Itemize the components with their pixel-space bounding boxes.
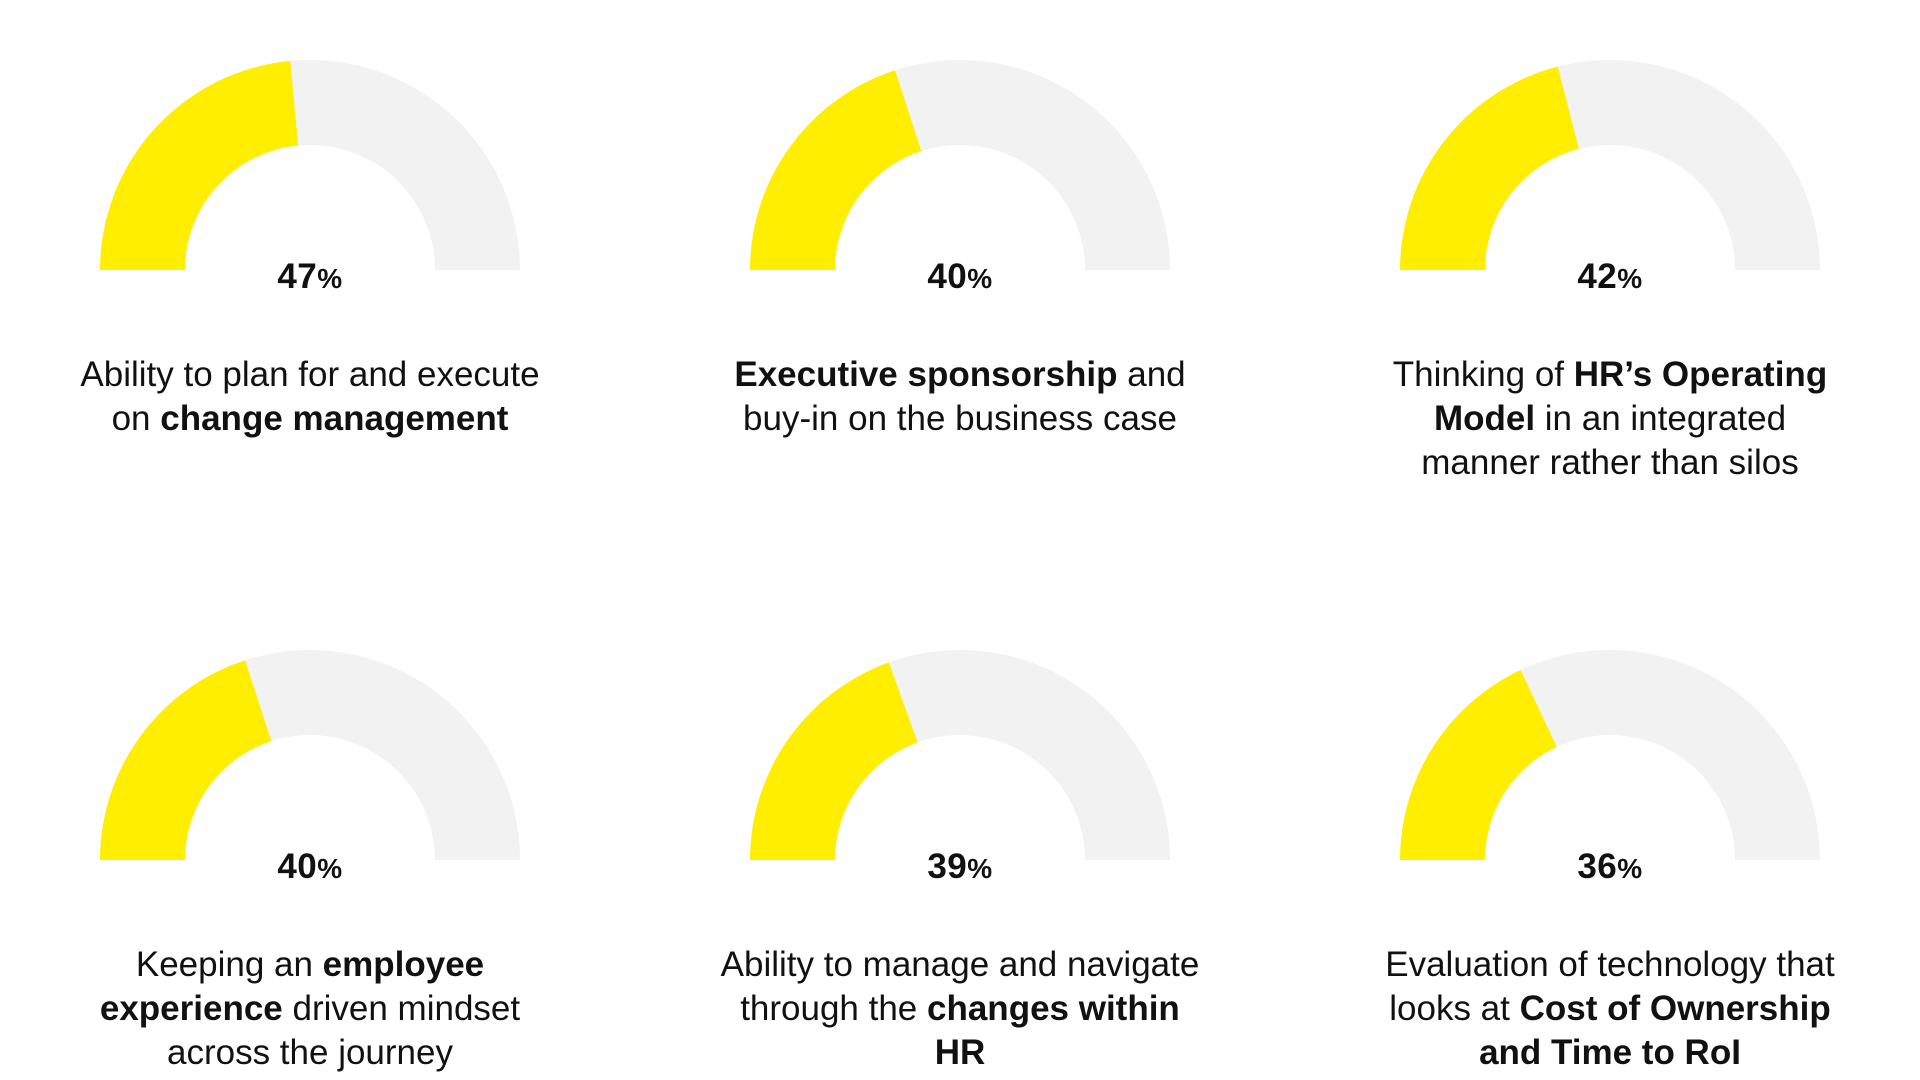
gauge-caption: Thinking of HR’s Operating Model in an i… bbox=[1370, 353, 1850, 485]
gauge-track bbox=[1520, 650, 1820, 860]
gauge-fill bbox=[1400, 669, 1557, 860]
gauge-caption-text: Ability to manage and navigate through t… bbox=[720, 945, 1200, 1028]
gauge-caption-text: in an integrated manner rather than silo… bbox=[1421, 399, 1799, 482]
gauge-chart bbox=[1400, 60, 1820, 271]
gauge-caption-text: Keeping an bbox=[135, 945, 323, 984]
gauge-fill bbox=[100, 660, 272, 860]
gauge-track bbox=[895, 60, 1170, 271]
gauge-value-unit: % bbox=[1617, 263, 1643, 294]
gauge-caption-bold-text: change management bbox=[160, 399, 509, 438]
gauge-value-label: 42% bbox=[1370, 257, 1850, 297]
gauge-fill bbox=[100, 60, 299, 270]
gauge-value-number: 47 bbox=[277, 257, 318, 296]
gauge-caption-text: Evaluation of technology that looks at bbox=[1385, 945, 1835, 1028]
gauge-chart bbox=[100, 650, 520, 860]
gauge-value-unit: % bbox=[967, 263, 993, 294]
gauge-value-label: 47% bbox=[70, 257, 550, 297]
gauge-track bbox=[1557, 60, 1820, 271]
gauge-caption-bold-text: Executive sponsorship bbox=[734, 355, 1118, 394]
gauge-chart bbox=[1400, 650, 1820, 860]
gauge-item: 42% Thinking of HR’s Operating Model in a… bbox=[1370, 55, 1850, 482]
gauge-track bbox=[290, 60, 520, 270]
gauge-caption-bold-text: employee experience bbox=[99, 945, 485, 1028]
gauge-value-number: 40 bbox=[277, 847, 318, 886]
gauge-value-number: 40 bbox=[927, 257, 968, 296]
gauge-track bbox=[245, 650, 520, 860]
gauge-caption-text: Thinking of bbox=[1392, 355, 1574, 394]
gauge-value-number: 36 bbox=[1577, 847, 1618, 886]
gauge-caption: Executive sponsorship and buy-in on the … bbox=[720, 353, 1200, 441]
gauge-value-unit: % bbox=[317, 263, 343, 294]
gauge-fill bbox=[750, 662, 918, 860]
gauge-chart bbox=[750, 650, 1170, 860]
gauge-caption-text: and buy-in on the business case bbox=[743, 355, 1186, 438]
gauge-value-label: 40% bbox=[720, 257, 1200, 297]
gauge-item: 47% Ability to plan for and execute on ch… bbox=[70, 55, 550, 455]
gauge-item: 36% Evaluation of technology that looks a… bbox=[1370, 645, 1850, 1072]
gauge-value-number: 39 bbox=[927, 847, 968, 886]
gauge-caption-text: driven mindset across the journey bbox=[167, 989, 521, 1072]
gauge-caption-text: Ability to plan for and execute on bbox=[80, 355, 540, 438]
gauge-caption-bold-text: HR’s Operating Model bbox=[1433, 355, 1828, 438]
gauge-caption: Evaluation of technology that looks at C… bbox=[1370, 943, 1850, 1075]
gauge-value-label: 36% bbox=[1370, 847, 1850, 887]
gauge-caption: Ability to plan for and execute on chang… bbox=[70, 353, 550, 441]
gauge-item: 40% Executive sponsorship and buy-in on t… bbox=[720, 55, 1200, 455]
gauge-value-label: 40% bbox=[70, 847, 550, 887]
gauge-track bbox=[888, 650, 1170, 860]
gauge-item: 39% Ability to manage and navigate throug… bbox=[720, 645, 1200, 1072]
gauge-caption: Keeping an employee experience driven mi… bbox=[70, 943, 550, 1075]
gauge-caption-bold-text: Cost of Ownership and Time to RoI bbox=[1479, 989, 1831, 1072]
gauge-value-number: 42 bbox=[1577, 257, 1618, 296]
gauge-item: 40% Keeping an employee experience driven… bbox=[70, 645, 550, 1072]
gauge-fill bbox=[750, 70, 922, 270]
gauge-caption: Ability to manage and navigate through t… bbox=[720, 943, 1200, 1075]
gauge-caption-bold-text: changes within HR bbox=[927, 989, 1180, 1072]
gauge-value-unit: % bbox=[967, 853, 993, 884]
gauge-value-label: 39% bbox=[720, 847, 1200, 887]
gauge-value-unit: % bbox=[1617, 853, 1643, 884]
gauge-fill bbox=[1400, 66, 1579, 270]
gauge-chart bbox=[750, 60, 1170, 271]
gauge-chart bbox=[100, 60, 520, 270]
gauge-value-unit: % bbox=[317, 853, 343, 884]
